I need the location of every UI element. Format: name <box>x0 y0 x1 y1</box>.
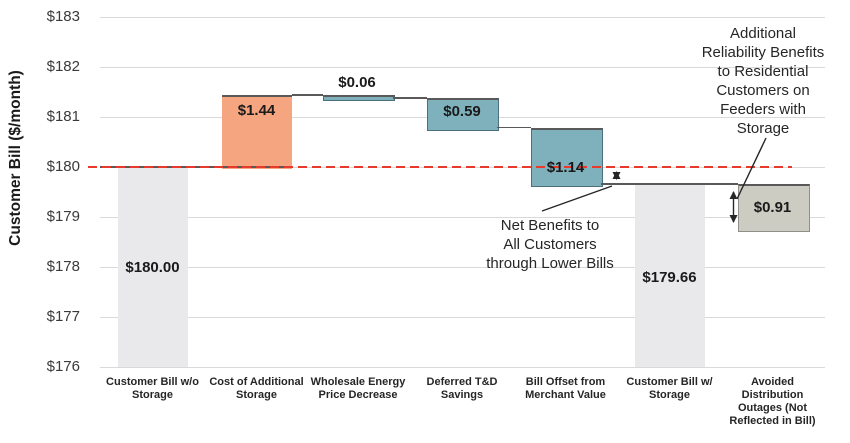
gridline-176 <box>100 367 825 368</box>
x-axis-label: Avoided Distribution Outages (Not Reflec… <box>729 376 816 427</box>
connector-line-1 <box>291 94 323 96</box>
annotation-net-benefits: Net Benefits to All Customers through Lo… <box>486 217 614 272</box>
connector-line-2 <box>393 97 427 99</box>
y-tick-label: $178 <box>46 258 80 275</box>
gridline-182 <box>100 67 825 68</box>
reference-line-180 <box>88 165 792 169</box>
gridline-179 <box>100 217 825 218</box>
annotation-reliability: Additional Reliability Benefits to Resid… <box>701 25 825 137</box>
y-tick-label: $176 <box>46 358 80 375</box>
x-axis-label: Customer Bill w/o Storage <box>106 376 199 401</box>
bar-avoided-distribution-outages-not-reflected-in-bill- <box>737 184 810 232</box>
bar-customer-bill-w-storage <box>634 184 705 367</box>
y-tick-label: $179 <box>46 208 80 225</box>
gridline-183 <box>100 17 825 18</box>
value-label: $0.59 <box>443 103 481 120</box>
gridline-178 <box>100 267 825 268</box>
net-benefits-callout-line <box>541 185 613 212</box>
y-tick-label: $182 <box>46 58 80 75</box>
value-label: $1.14 <box>546 159 585 176</box>
x-axis-label: Cost of Additional Storage <box>209 376 304 401</box>
x-axis-label: Wholesale Energy Price Decrease <box>310 376 406 401</box>
bar-cost-of-additional-storage <box>221 95 292 169</box>
x-axis-label: Bill Offset from Merchant Value <box>525 376 606 401</box>
gridline-177 <box>100 317 825 318</box>
value-label: $0.06 <box>338 74 376 91</box>
x-axis-label: Deferred T&D Savings <box>426 376 498 401</box>
reliability-callout-line <box>736 137 767 200</box>
connector-line-3 <box>497 126 531 129</box>
bar-deferred-t-d-savings <box>427 98 499 131</box>
bar-bill-offset-from-merchant-value <box>530 127 603 187</box>
connector-line-4 <box>600 183 738 185</box>
value-label: $180.00 <box>125 259 180 276</box>
bar-customer-bill-w-o-storage <box>117 167 188 367</box>
value-label: $0.91 <box>753 199 792 216</box>
y-tick-label: $181 <box>46 108 80 125</box>
value-label: $179.66 <box>642 269 697 286</box>
y-tick-label: $177 <box>46 308 80 325</box>
x-axis-label: Customer Bill w/ Storage <box>626 376 713 401</box>
y-tick-label: $180 <box>46 158 80 175</box>
y-tick-label: $183 <box>46 8 80 25</box>
value-label: $1.44 <box>237 102 276 119</box>
